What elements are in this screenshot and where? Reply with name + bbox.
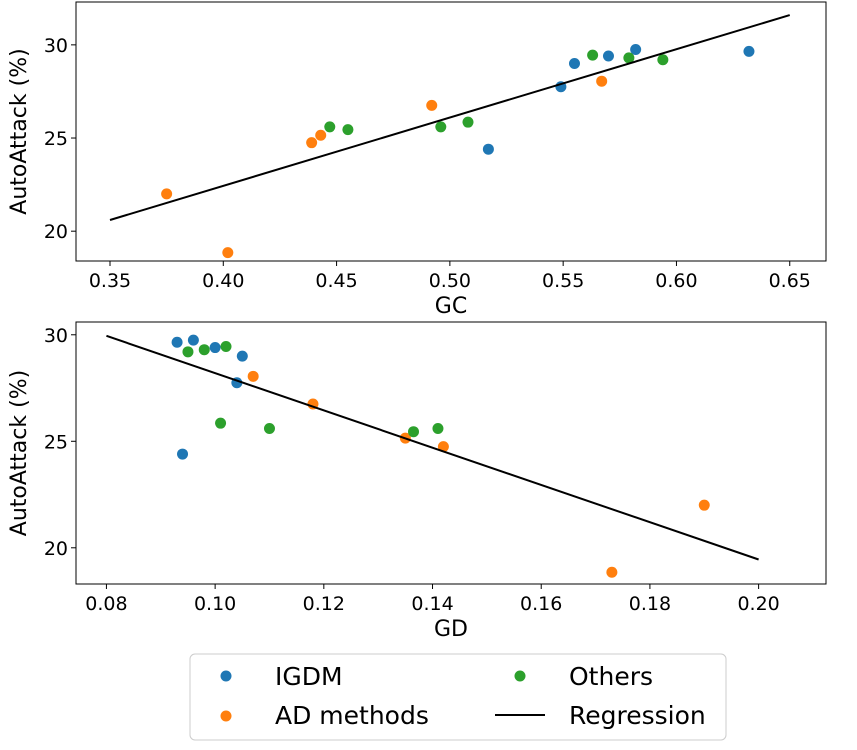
point-ad-methods [606,566,618,578]
legend-marker-igdm [220,670,232,682]
point-igdm [236,350,248,362]
x-tick-label: 0.20 [737,593,779,615]
axes-frame [75,321,827,585]
point-ad-methods [247,370,259,382]
point-others [462,116,474,128]
point-igdm [602,50,614,62]
point-others [220,340,232,352]
y-tick-label: 30 [44,325,68,347]
point-igdm [630,44,642,56]
point-others [263,423,275,435]
x-tick-label: 0.16 [520,593,562,615]
x-tick-label: 0.50 [429,270,471,292]
regression-line [109,14,791,221]
x-tick-label: 0.10 [194,593,236,615]
x-tick-label: 0.08 [85,593,127,615]
point-others [342,124,354,136]
point-ad-methods [315,129,327,141]
legend-label-igdm: IGDM [275,662,343,691]
point-others [432,423,444,435]
x-tick-label: 0.35 [89,270,131,292]
point-igdm [568,57,580,69]
point-others [435,121,447,133]
x-axis-label: GC [435,294,467,319]
x-tick-label: 0.60 [655,270,697,292]
y-tick-label: 25 [44,431,68,453]
x-tick-label: 0.40 [202,270,244,292]
point-others [182,346,194,358]
y-tick-label: 25 [44,128,68,150]
y-tick-label: 30 [44,35,68,57]
point-ad-methods [426,99,438,111]
legend: IGDM AD methods Others Regression [189,653,727,741]
legend-frame [189,653,727,741]
legend-label-regression: Regression [569,701,706,730]
point-igdm [187,334,199,346]
point-others [198,344,210,356]
regression-line [106,334,759,561]
x-tick-label: 0.45 [315,270,357,292]
point-others [408,426,419,438]
point-ad-methods [698,499,710,511]
point-ad-methods [596,75,608,87]
legend-marker-others [514,670,526,682]
plot-gc: 0.35 0.40 0.45 0.50 0.55 0.60 0.65 20 25 30 GC Auto… [7,1,827,319]
point-igdm [177,448,189,460]
point-others [215,417,227,429]
point-ad-methods [222,247,234,259]
point-others [324,121,336,133]
y-tick-label: 20 [44,538,68,560]
point-igdm [209,342,221,354]
x-tick-label: 0.55 [542,270,584,292]
point-ad-methods [161,188,173,200]
point-ad-methods [306,137,318,149]
x-tick-label: 0.12 [303,593,345,615]
point-others [587,49,599,61]
x-tick-label: 0.14 [411,593,453,615]
point-others [657,54,669,66]
point-igdm [171,336,183,348]
x-axis-label: GD [434,617,468,642]
point-others [623,52,635,64]
y-axis-label: AutoAttack (%) [7,370,32,536]
y-tick-label: 20 [44,221,68,243]
axes-frame [75,1,827,262]
legend-marker-ad-methods [220,710,232,722]
x-tick-label: 0.18 [629,593,671,615]
plot-gd: 0.08 0.10 0.12 0.14 0.16 0.18 0.20 20 25 30 GD Auto… [7,321,827,642]
legend-label-ad-methods: AD methods [275,701,429,730]
y-axis-label: AutoAttack (%) [7,48,32,214]
point-ad-methods [437,441,449,453]
x-tick-label: 0.65 [769,270,811,292]
point-igdm [482,143,494,155]
point-igdm [743,45,755,57]
legend-label-others: Others [569,662,653,691]
